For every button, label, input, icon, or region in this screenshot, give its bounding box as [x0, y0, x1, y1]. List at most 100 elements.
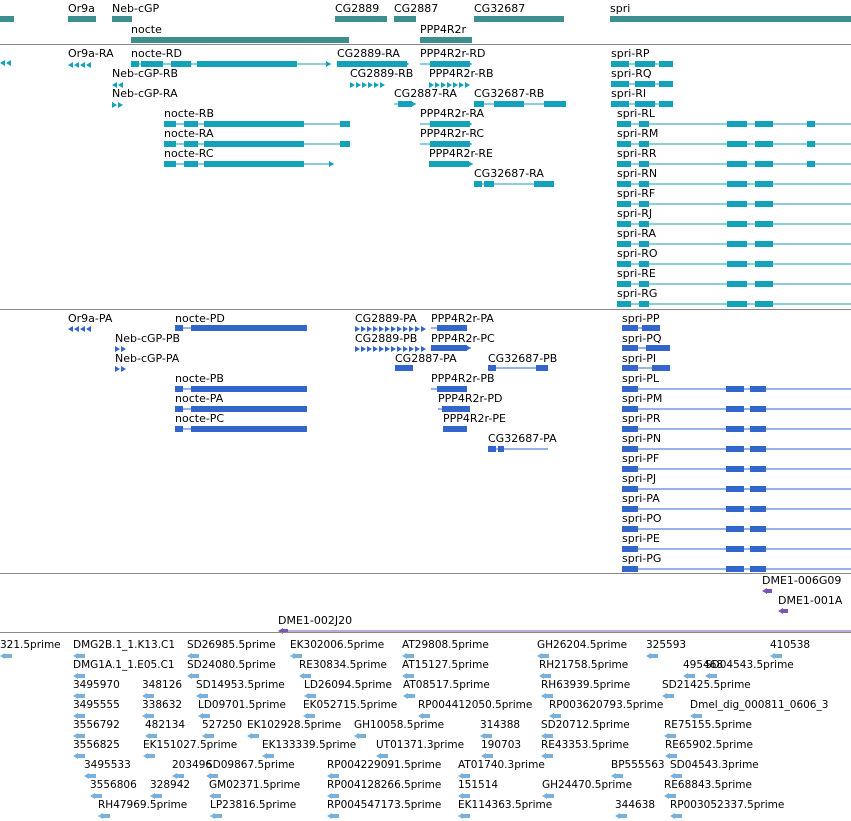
polypeptide-label[interactable]: PPP4R2r-PE	[443, 412, 506, 425]
est-glyph[interactable]	[539, 673, 551, 679]
transcript-glyph[interactable]	[617, 220, 851, 228]
est-glyph[interactable]	[670, 813, 682, 819]
est-label[interactable]: 3495533	[84, 759, 131, 771]
est-label[interactable]: 314388	[480, 719, 521, 731]
transcript-glyph[interactable]	[429, 160, 473, 168]
est-glyph[interactable]	[542, 793, 554, 799]
polypeptide-glyph[interactable]	[175, 385, 307, 393]
est-label[interactable]: EK133339.5prime	[262, 739, 357, 751]
est-glyph[interactable]	[541, 733, 553, 739]
transcript-label[interactable]: CG32687-RA	[474, 167, 544, 180]
gene-label[interactable]: nocte	[131, 23, 162, 36]
est-glyph[interactable]	[376, 753, 388, 759]
polypeptide-label[interactable]: nocte-PD	[175, 312, 225, 325]
polypeptide-label[interactable]: spri-PJ	[622, 472, 657, 485]
transcript-label[interactable]: spri-RR	[617, 147, 657, 160]
est-label[interactable]: 328942	[150, 779, 191, 791]
est-label[interactable]: 190703	[481, 739, 522, 751]
gene-bar[interactable]	[610, 16, 851, 22]
polypeptide-label[interactable]: spri-PG	[622, 552, 662, 565]
polypeptide-glyph[interactable]	[443, 425, 467, 433]
est-glyph[interactable]	[664, 793, 676, 799]
polypeptide-label[interactable]: PPP4R2r-PA	[431, 312, 494, 325]
est-glyph[interactable]	[143, 753, 155, 759]
est-glyph[interactable]	[73, 713, 85, 719]
polypeptide-glyph[interactable]	[622, 445, 851, 453]
polypeptide-glyph[interactable]	[395, 364, 413, 372]
est-label[interactable]: 338632	[142, 699, 183, 711]
est-label[interactable]: SD21425.5prime	[662, 679, 751, 691]
est-label[interactable]: RH21758.5prime	[539, 659, 629, 671]
est-glyph[interactable]	[206, 773, 218, 779]
transcript-glyph[interactable]	[474, 100, 566, 108]
clone-glyph[interactable]	[762, 588, 772, 594]
polypeptide-label[interactable]: spri-PL	[622, 372, 660, 385]
polypeptide-label[interactable]: spri-PI	[622, 352, 657, 365]
est-glyph[interactable]	[73, 653, 85, 659]
transcript-label[interactable]: spri-RA	[617, 227, 656, 240]
est-label[interactable]: RE75155.5prime	[664, 719, 752, 731]
est-label[interactable]: Dmel_dig_000811_0606_3	[690, 699, 829, 711]
polypeptide-glyph[interactable]	[622, 465, 851, 473]
polypeptide-label[interactable]: nocte-PA	[175, 392, 224, 405]
est-glyph[interactable]	[418, 713, 430, 719]
transcript-glyph[interactable]	[164, 120, 350, 128]
est-glyph[interactable]	[187, 653, 199, 659]
est-label[interactable]: EK151027.5prime	[143, 739, 238, 751]
transcript-label[interactable]: Neb-cGP-RA	[112, 87, 178, 100]
polypeptide-glyph[interactable]	[431, 324, 467, 332]
polypeptide-label[interactable]: PPP4R2r-PC	[431, 332, 495, 345]
transcript-glyph[interactable]	[617, 260, 851, 268]
transcript-glyph[interactable]	[429, 81, 475, 89]
est-glyph[interactable]	[98, 813, 110, 819]
polypeptide-label[interactable]: spri-PP	[622, 312, 660, 325]
gene-label[interactable]: Or9a	[68, 2, 95, 15]
clone-label[interactable]: DME1-006G09	[762, 574, 842, 587]
transcript-label[interactable]: PPP4R2r-RB	[429, 67, 494, 80]
est-label[interactable]: LD09701.5prime	[198, 699, 286, 711]
polypeptide-glyph[interactable]	[355, 345, 431, 353]
est-label[interactable]: AT29808.5prime	[402, 639, 489, 651]
transcript-glyph[interactable]	[617, 120, 851, 128]
transcript-glyph[interactable]	[617, 140, 851, 148]
transcript-label[interactable]: spri-RI	[611, 87, 647, 100]
polypeptide-glyph[interactable]	[438, 405, 470, 413]
transcript-glyph[interactable]	[112, 101, 128, 109]
est-glyph[interactable]	[458, 813, 470, 819]
transcript-glyph[interactable]	[611, 80, 673, 88]
est-label[interactable]: AT08517.5prime	[403, 679, 490, 691]
transcript-glyph[interactable]	[611, 60, 673, 68]
polypeptide-label[interactable]: spri-PN	[622, 432, 662, 445]
polypeptide-label[interactable]: Or9a-PA	[68, 312, 113, 325]
est-label[interactable]: UT01371.3prime	[376, 739, 465, 751]
est-glyph[interactable]	[549, 713, 561, 719]
est-glyph[interactable]	[403, 693, 415, 699]
est-glyph[interactable]	[458, 793, 470, 799]
polypeptide-label[interactable]: PPP4R2r-PD	[438, 392, 503, 405]
est-label[interactable]: RP004128266.5prime	[327, 779, 442, 791]
est-label[interactable]: 325593	[646, 639, 687, 651]
est-glyph[interactable]	[299, 673, 311, 679]
est-glyph[interactable]	[480, 733, 492, 739]
gene-bar-partial[interactable]	[0, 16, 14, 22]
est-label[interactable]: EK302006.5prime	[290, 639, 385, 651]
est-glyph[interactable]	[290, 653, 302, 659]
est-label[interactable]: RP004547173.5prime	[327, 799, 442, 811]
est-glyph[interactable]	[611, 773, 623, 779]
transcript-glyph[interactable]	[617, 180, 851, 188]
est-glyph[interactable]	[73, 673, 85, 679]
polypeptide-label[interactable]: spri-PF	[622, 452, 660, 465]
est-label[interactable]: RP004229091.5prime	[327, 759, 442, 771]
est-glyph[interactable]	[354, 733, 366, 739]
est-label[interactable]: SD04543.5prime	[705, 659, 794, 671]
transcript-glyph[interactable]	[617, 240, 851, 248]
polypeptide-glyph[interactable]	[622, 364, 670, 372]
transcript-glyph[interactable]	[474, 180, 554, 188]
polypeptide-label[interactable]: spri-PQ	[622, 332, 662, 345]
est-glyph[interactable]	[202, 733, 214, 739]
est-label[interactable]: AT15127.5prime	[402, 659, 489, 671]
est-glyph[interactable]	[73, 693, 85, 699]
est-glyph[interactable]	[664, 733, 676, 739]
transcript-glyph[interactable]	[617, 200, 851, 208]
polypeptide-glyph[interactable]	[622, 385, 851, 393]
